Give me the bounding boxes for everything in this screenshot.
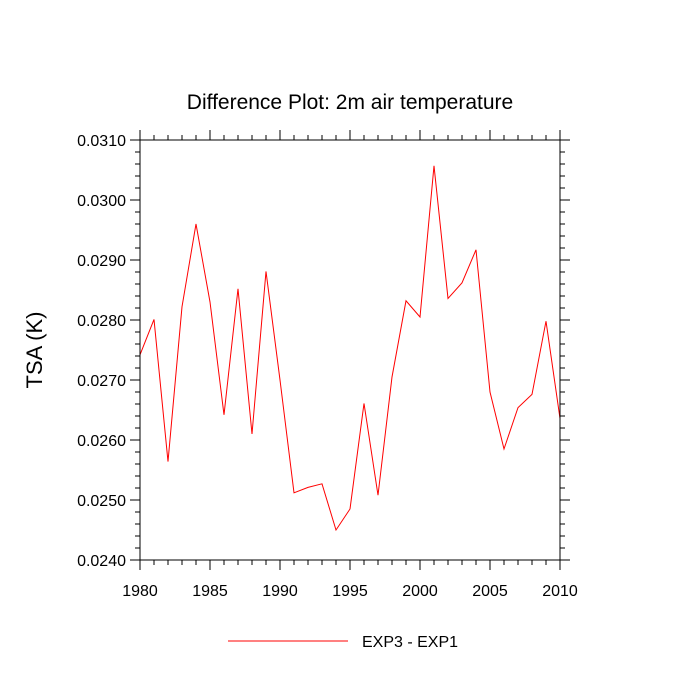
y-tick-label: 0.0310: [77, 133, 126, 150]
y-tick-label: 0.0250: [77, 493, 126, 510]
y-tick-label: 0.0300: [77, 193, 126, 210]
y-axis-label: TSA (K): [22, 311, 47, 388]
x-tick-label: 1980: [122, 583, 158, 600]
x-tick-label: 1990: [262, 583, 298, 600]
x-tick-label: 2000: [402, 583, 438, 600]
series-line: [139, 165, 561, 532]
legend: EXP3 - EXP1: [228, 634, 458, 651]
series-layer: [139, 165, 561, 532]
y-tick-label: 0.0280: [77, 313, 126, 330]
y-tick-label: 0.0270: [77, 373, 126, 390]
axis-tick-labels: 0.0240 0.0250 0.0260 0.0270 0.0280 0.0290 0.03…: [77, 133, 578, 600]
legend-label: EXP3 - EXP1: [362, 634, 458, 651]
y-tick-label: 0.0240: [77, 553, 126, 570]
x-tick-label: 1985: [192, 583, 228, 600]
axis-ticks: [130, 130, 570, 570]
y-tick-label: 0.0290: [77, 253, 126, 270]
plot-frame: [139, 139, 561, 561]
x-tick-label: 1995: [332, 583, 368, 600]
x-tick-label: 2005: [472, 583, 508, 600]
chart-title: Difference Plot: 2m air temperature: [187, 91, 513, 114]
y-tick-label: 0.0260: [77, 433, 126, 450]
x-tick-label: 2010: [542, 583, 578, 600]
